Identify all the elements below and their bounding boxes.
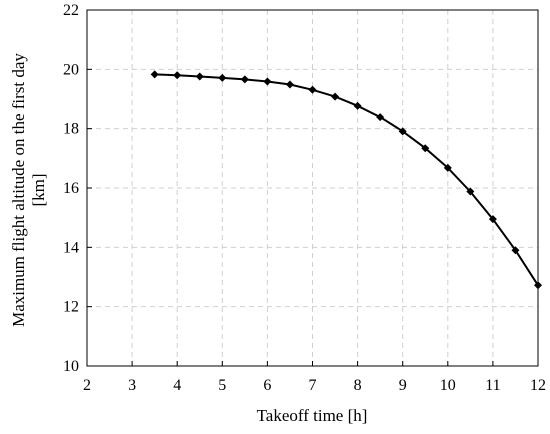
gridlines (87, 10, 538, 366)
x-tick-label: 12 (530, 377, 546, 394)
y-tick-label: 22 (63, 2, 79, 19)
y-tick-labels: 10 12 14 16 18 20 22 (63, 2, 79, 375)
x-tick-label: 4 (173, 377, 181, 394)
x-tick-label: 3 (128, 377, 136, 394)
y-axis-title: Maximum flight altitude on the first day… (9, 53, 48, 327)
data-point (421, 144, 430, 153)
data-point (285, 80, 294, 89)
data-point (466, 187, 475, 196)
x-tick-label: 5 (218, 377, 226, 394)
x-tick-label: 9 (399, 377, 407, 394)
y-tick-label: 10 (63, 358, 79, 375)
data-point (150, 70, 159, 79)
data-point (240, 75, 249, 84)
series-line (154, 73, 539, 286)
y-tick-label: 16 (63, 180, 79, 197)
x-tick-label: 8 (354, 377, 362, 394)
data-point (488, 215, 497, 224)
data-point (218, 73, 227, 82)
x-tick-labels: 2 3 4 5 6 7 8 9 10 11 12 (83, 377, 546, 394)
data-point (263, 77, 272, 86)
y-axis-title-line-2: [km] (29, 173, 48, 206)
data-point (173, 71, 182, 80)
data-point (376, 113, 385, 122)
y-tick-label: 14 (63, 239, 79, 256)
x-tick-label: 6 (263, 377, 271, 394)
data-point (398, 127, 407, 136)
x-tick-label: 2 (83, 377, 91, 394)
data-point (534, 281, 542, 290)
data-point (308, 85, 317, 94)
x-tick-label: 11 (485, 377, 500, 394)
data-point (195, 72, 204, 81)
data-point (353, 101, 362, 110)
x-tick-label: 7 (309, 377, 317, 394)
x-axis-title: Takeoff time [h] (257, 406, 368, 425)
data-markers (150, 70, 542, 290)
axis-ticks (86, 9, 539, 367)
data-point (443, 163, 452, 172)
y-tick-label: 20 (63, 61, 79, 78)
y-tick-label: 12 (63, 299, 79, 316)
data-point (331, 92, 340, 101)
y-tick-label: 18 (63, 121, 79, 138)
data-point (511, 246, 520, 255)
y-axis-title-line-1: Maximum flight altitude on the first day (9, 53, 28, 327)
x-tick-label: 10 (440, 377, 456, 394)
